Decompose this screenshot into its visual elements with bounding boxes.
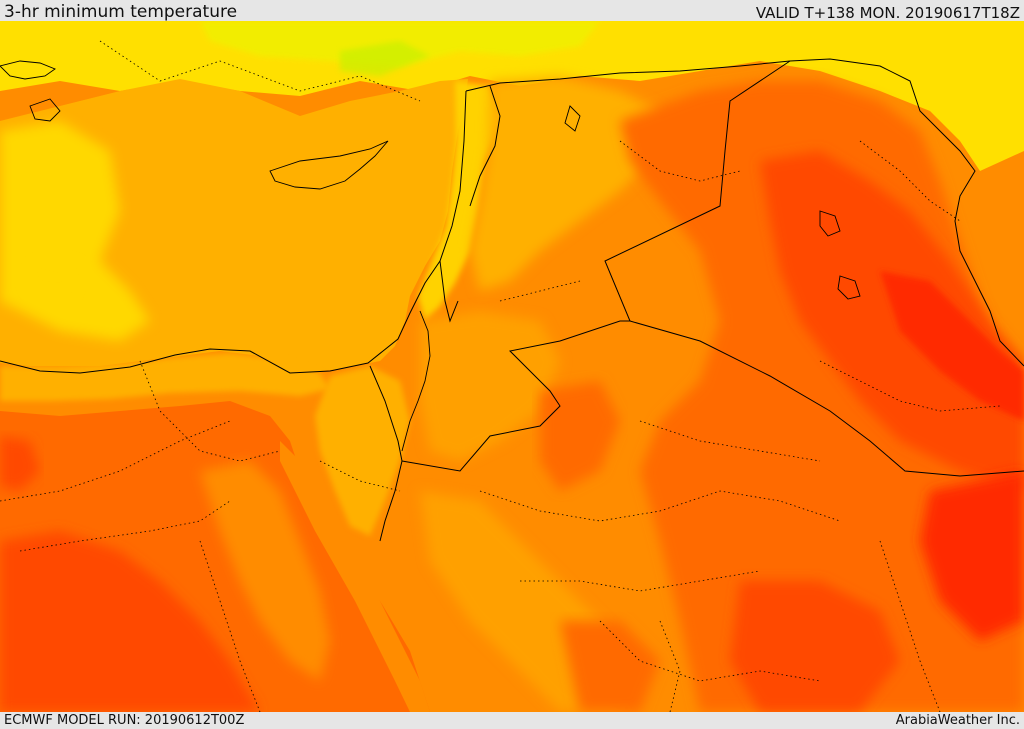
temp-zone-egypt-red	[0, 531, 260, 712]
temp-zone-med-yellow-2	[20, 251, 80, 296]
credit-label: ArabiaWeather Inc.	[895, 713, 1020, 728]
temp-zone-nile-amber	[200, 461, 330, 681]
temp-zone-gulf-red	[920, 471, 1024, 641]
footer-bar: ECMWF MODEL RUN: 20190612T00Z ArabiaWeat…	[0, 712, 1024, 729]
red-sea	[280, 441, 430, 712]
cyprus-outline	[269, 140, 389, 190]
temp-zone-egypt-coast	[0, 353, 330, 401]
temp-zone-saudi-red-3	[560, 621, 660, 712]
temp-zone-syria-amber	[470, 76, 660, 291]
temp-zone-saudi-red-2	[730, 581, 900, 712]
map-title: 3-hr minimum temperature	[4, 2, 238, 22]
admin-boundaries	[0, 40, 1001, 712]
temp-zone-levant-yellow	[418, 81, 500, 321]
temperature-map	[0, 21, 1024, 712]
temp-zone-iraq-red	[760, 151, 1024, 491]
temp-zone-iraq-deep-red	[880, 271, 1024, 421]
temp-zone-saudi-red-1	[540, 381, 620, 491]
temp-zone-north-green	[340, 41, 430, 76]
model-run-label: ECMWF MODEL RUN: 20190612T00Z	[4, 713, 245, 728]
header-bar: 3-hr minimum temperature VALID T+138 MON…	[0, 0, 1024, 22]
temp-zone-sinai	[315, 366, 410, 536]
temp-zone-north-yellow	[0, 21, 1024, 171]
coastlines	[0, 60, 861, 452]
country-borders	[0, 58, 1024, 542]
valid-time-label: VALID T+138 MON. 20190617T18Z	[755, 4, 1020, 22]
temp-zone-egypt-red-2	[0, 436, 40, 491]
